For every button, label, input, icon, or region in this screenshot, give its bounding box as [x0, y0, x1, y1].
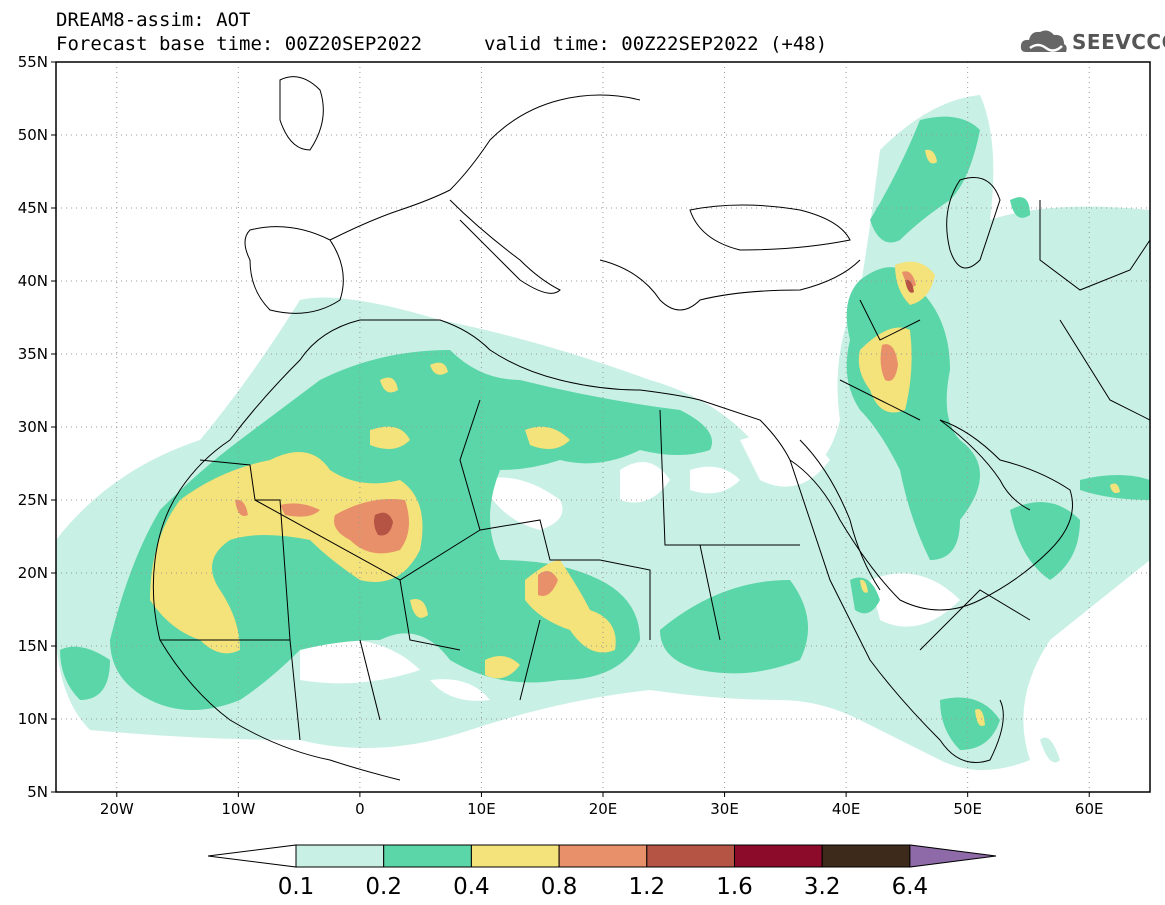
colorbar-threshold-label: 1.6 [716, 874, 753, 900]
colorbar-threshold-label: 0.2 [365, 874, 402, 900]
lat-tick-label: 55N [18, 53, 48, 71]
colorbar-labels: 0.1 0.2 0.4 0.8 1.2 1.6 3.2 6.4 [278, 874, 928, 900]
lat-tick-label: 30N [18, 418, 48, 436]
colorbar-high-arrow [909, 844, 997, 868]
forecast-base-time: Forecast base time: 00Z20SEP2022 [56, 33, 423, 55]
colorbar [207, 844, 997, 868]
cloud-icon [1020, 30, 1067, 52]
latitude-labels: 55N 50N 45N 40N 35N 30N 25N 20N 15N 10N 5N [18, 53, 56, 801]
colorbar-box [734, 844, 823, 868]
aot-band-1-2 [374, 279, 914, 536]
lon-tick-label: 40E [832, 800, 861, 818]
graticule [56, 62, 1150, 792]
colorbar-box [558, 844, 648, 868]
lon-tick-label: 0 [355, 800, 365, 818]
colorbar-low-arrow [207, 844, 297, 868]
lon-tick-label: 30E [710, 800, 739, 818]
lat-tick-label: 25N [18, 491, 48, 509]
colorbar-threshold-label: 3.2 [804, 874, 841, 900]
lat-tick-label: 40N [18, 272, 48, 290]
aot-band-0-8 [235, 271, 916, 596]
valid-time: valid time: 00Z22SEP2022 (+48) [484, 33, 828, 55]
aot-gaps [300, 396, 960, 701]
lat-tick-label: 50N [18, 126, 48, 144]
colorbar-box [295, 844, 385, 868]
lat-tick-label: 35N [18, 345, 48, 363]
lon-tick-label: 50E [953, 800, 982, 818]
colorbar-threshold-label: 6.4 [892, 874, 929, 900]
lon-tick-label: 60E [1075, 800, 1104, 818]
lat-tick-label: 45N [18, 199, 48, 217]
coastlines [152, 76, 1150, 781]
colorbar-threshold-label: 0.1 [278, 874, 315, 900]
colorbar-box [821, 844, 911, 868]
colorbar-threshold-label: 0.4 [453, 874, 490, 900]
colorbar-box [646, 844, 735, 868]
colorbar-threshold-label: 1.2 [629, 874, 666, 900]
colorbar-threshold-label: 0.8 [541, 874, 578, 900]
lat-tick-label: 15N [18, 637, 48, 655]
lat-tick-label: 5N [27, 783, 48, 801]
lon-tick-label: 20E [589, 800, 618, 818]
colorbar-box [470, 844, 560, 868]
lon-tick-label: 10W [221, 800, 255, 818]
colorbar-box [383, 844, 472, 868]
longitude-labels: 20W 10W 0 10E 20E 30E 40E 50E 60E [100, 792, 1104, 818]
logo-text: SEEVCCC [1072, 30, 1165, 54]
lon-tick-label: 10E [467, 800, 496, 818]
lon-tick-label: 20W [100, 800, 134, 818]
map-title: DREAM8-assim: AOT [56, 9, 251, 31]
lat-tick-label: 20N [18, 564, 48, 582]
aot-fields [56, 95, 1150, 770]
lat-tick-label: 10N [18, 710, 48, 728]
